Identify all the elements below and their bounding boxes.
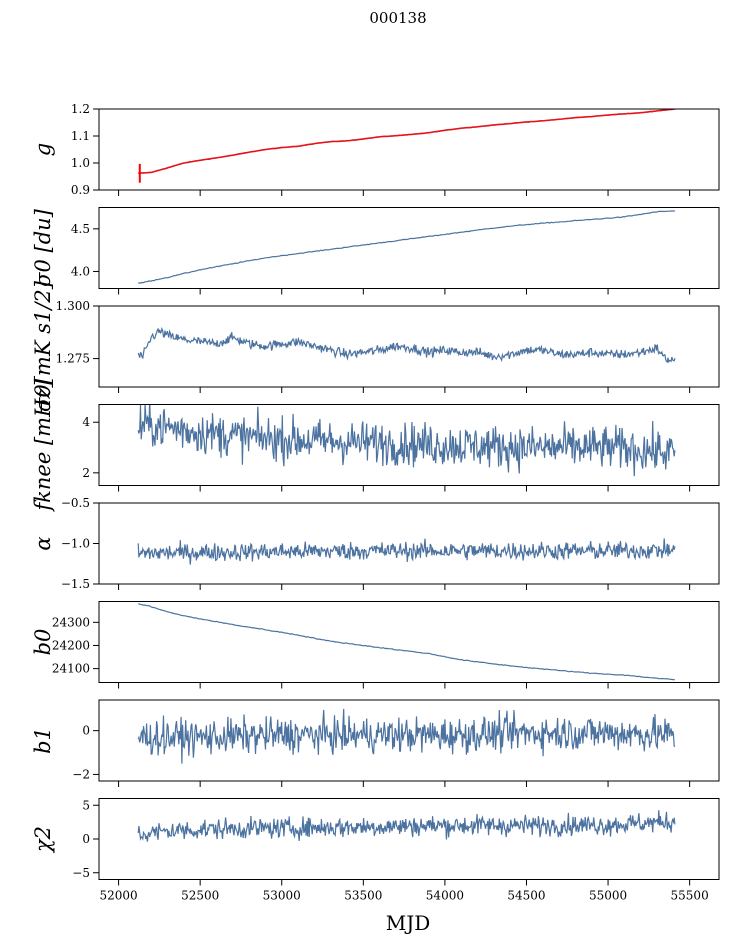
y-tick-label: 24100 <box>52 662 90 676</box>
y-tick-label: 2 <box>82 466 90 480</box>
fit-line <box>138 109 675 175</box>
y-axis-label: σ0[mK s1/2] <box>31 280 55 412</box>
axes-frame <box>98 601 720 683</box>
y-tick-label: 0 <box>82 832 90 846</box>
panel-5: −1.5 −1.0 −0.5 α <box>31 496 720 591</box>
y-tick-label: 5 <box>82 798 90 812</box>
y-tick-label: −1.5 <box>61 577 90 591</box>
series-line-5 <box>137 538 676 565</box>
y-axis-label: fknee [mHz] <box>31 379 55 513</box>
y-tick-label: −2 <box>72 767 90 781</box>
y-tick-label: 1.275 <box>56 352 90 366</box>
series-line-3 <box>137 326 676 364</box>
axes-frame <box>98 305 720 388</box>
panel-8: −5 0 5 52000 52500 53000 53500 54000 54500 55000 5… <box>31 798 720 903</box>
y-axis-label: g <box>31 143 55 156</box>
axes-frame <box>98 699 720 782</box>
series-line-6 <box>138 603 675 681</box>
series-line-7 <box>137 708 676 764</box>
panel-1: 0.9 1.0 1.1 1.2 g <box>31 102 720 197</box>
x-tick-label: 53500 <box>344 889 382 903</box>
y-tick-label: −0.5 <box>61 496 90 510</box>
axes-frame <box>98 207 720 289</box>
y-tick-label: 4 <box>82 415 90 429</box>
y-tick-label: 24200 <box>52 638 90 652</box>
y-axis-label: α <box>31 536 55 550</box>
panel-2: 4.0 4.5 σ0 [du] <box>31 207 720 295</box>
y-tick-label: 1.2 <box>71 102 90 116</box>
y-tick-label: 0 <box>82 724 90 738</box>
panel-7: −2 0 b1 <box>31 699 720 787</box>
figure-title: 000138 <box>369 9 426 27</box>
y-axis-label: b1 <box>31 727 55 754</box>
series-line-1 <box>138 109 675 174</box>
x-axis-label: MJD <box>386 911 431 935</box>
x-tick-label: 55500 <box>671 889 709 903</box>
y-tick-label: 1.0 <box>71 156 90 170</box>
x-tick-label: 55000 <box>589 889 627 903</box>
axes-frame <box>98 798 720 880</box>
y-tick-label: 1.300 <box>56 299 90 313</box>
axes-frame <box>98 108 720 191</box>
series-line-2 <box>138 210 675 284</box>
y-tick-label: 4.5 <box>71 222 90 236</box>
y-axis-label: b0 <box>31 629 55 656</box>
y-tick-label: −1.0 <box>61 537 90 551</box>
y-axis-label: χ2 <box>31 826 55 854</box>
series-line-4 <box>137 404 676 477</box>
panels: 0.9 1.0 1.1 1.2 g 4.0 4.5 σ0 [du] 1.275 1.300σ0[m… <box>31 102 720 903</box>
y-axis-label: σ0 [du] <box>31 208 55 287</box>
y-tick-label: 24300 <box>52 615 90 629</box>
x-tick-label: 54000 <box>426 889 464 903</box>
x-tick-label: 54500 <box>507 889 545 903</box>
y-tick-label: 0.9 <box>71 183 90 197</box>
y-tick-label: 1.1 <box>71 129 90 143</box>
x-tick-label: 52500 <box>181 889 219 903</box>
y-tick-label: −5 <box>72 866 90 880</box>
x-tick-label: 52000 <box>99 889 137 903</box>
axes-frame <box>98 404 720 486</box>
series-line-8 <box>137 810 676 842</box>
x-tick-label: 53000 <box>263 889 301 903</box>
y-tick-label: 4.0 <box>71 264 90 278</box>
panel-4: 2 4 fknee [mHz] <box>31 379 720 513</box>
